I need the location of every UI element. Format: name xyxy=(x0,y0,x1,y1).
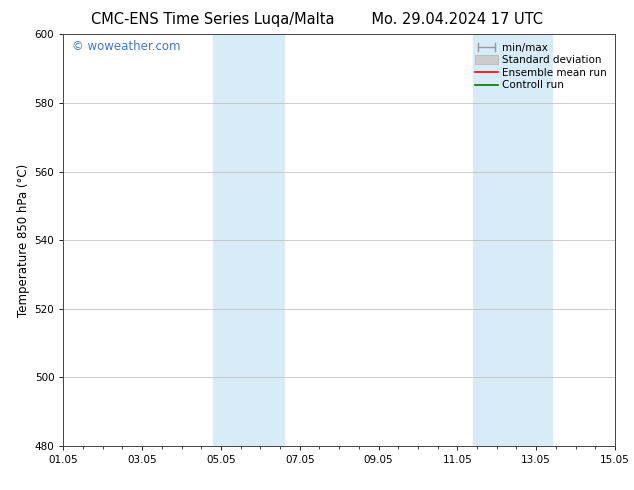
Legend: min/max, Standard deviation, Ensemble mean run, Controll run: min/max, Standard deviation, Ensemble me… xyxy=(472,40,610,94)
Bar xyxy=(473,34,552,446)
Text: CMC-ENS Time Series Luqa/Malta        Mo. 29.04.2024 17 UTC: CMC-ENS Time Series Luqa/Malta Mo. 29.04… xyxy=(91,12,543,27)
Y-axis label: Temperature 850 hPa (°C): Temperature 850 hPa (°C) xyxy=(18,164,30,317)
Bar xyxy=(213,34,284,446)
Text: © woweather.com: © woweather.com xyxy=(72,41,180,53)
